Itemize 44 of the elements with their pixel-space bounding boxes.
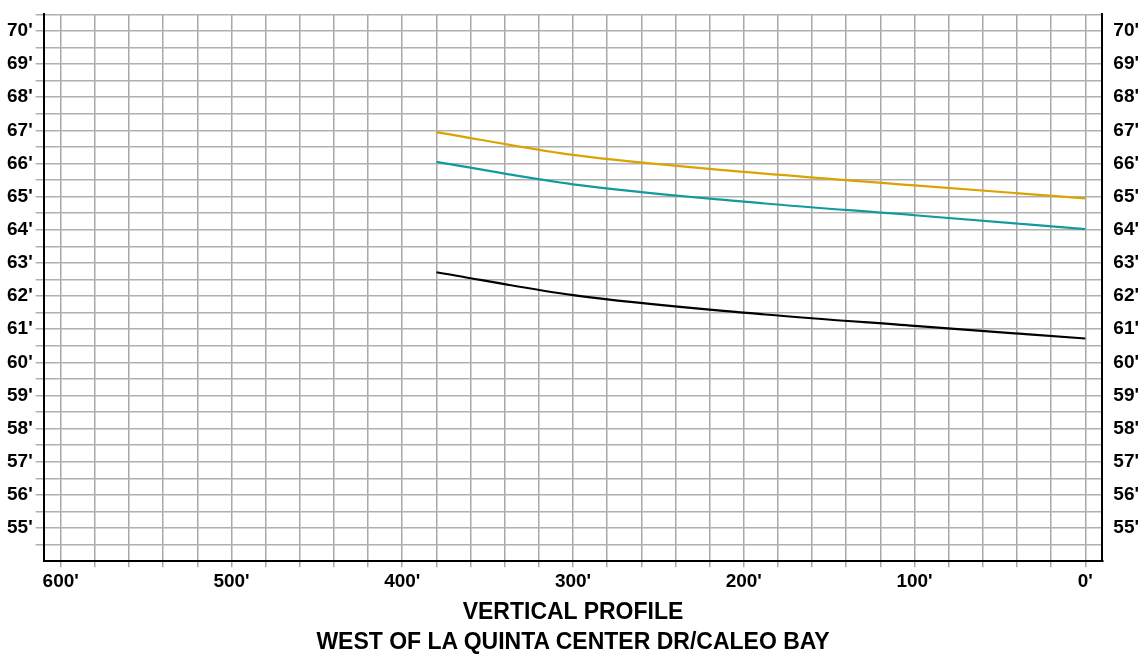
x-tick-label: 300' (554, 569, 592, 591)
y2-tick-label: 56' (1113, 483, 1139, 505)
y2-tick-label: 62' (1113, 284, 1139, 306)
line-series (435, 160, 1087, 231)
y-tick-label: 56' (7, 483, 33, 505)
text: VERTICAL PROFILE (461, 597, 685, 626)
y2-tick-label: 68' (1113, 85, 1139, 107)
y-tick-label: 62' (7, 284, 33, 306)
y2-tick-label: 65' (1113, 184, 1139, 206)
y-tick-label: 57' (7, 450, 33, 472)
y2-tick-label: 70' (1113, 19, 1139, 41)
y-tick-label: 69' (7, 52, 33, 74)
y-tick-label: 68' (7, 85, 33, 107)
y-tick-label: 64' (7, 218, 33, 240)
y2-tick-label: 58' (1113, 416, 1139, 438)
x-tick-label: 0' (1077, 569, 1093, 591)
line-series (435, 271, 1087, 340)
y2-tick-label: 55' (1113, 516, 1139, 538)
x-tick-label: 600' (42, 569, 79, 591)
x-tick-label: 200' (725, 569, 762, 591)
y-tick-label: 67' (7, 118, 33, 140)
x-tick-label: 100' (896, 569, 933, 591)
y-tick-label: 58' (7, 416, 33, 438)
y2-tick-label: 57' (1113, 450, 1139, 472)
x-tick-label: 400' (384, 569, 421, 591)
y-tick-label: 63' (7, 251, 33, 273)
y-tick-label: 70' (7, 19, 33, 41)
y2-tick-label: 59' (1113, 383, 1139, 405)
y-tick-label: 59' (7, 383, 33, 405)
y-tick-label: 65' (7, 184, 33, 206)
y2-tick-label: 64' (1113, 218, 1139, 240)
y2-tick-label: 66' (1113, 151, 1139, 173)
text: WEST OF LA QUINTA CENTER DR/CALEO BAY (315, 627, 831, 654)
y2-tick-label: 67' (1113, 118, 1139, 140)
y2-tick-label: 60' (1113, 350, 1139, 372)
y2-tick-label: 69' (1113, 52, 1139, 74)
y2-tick-label: 61' (1113, 317, 1139, 339)
y2-tick-label: 63' (1113, 251, 1139, 273)
line-series (435, 130, 1087, 200)
x-tick-label: 500' (213, 569, 250, 591)
y-tick-label: 60' (7, 350, 33, 372)
y-tick-label: 61' (7, 317, 33, 339)
y-tick-label: 55' (7, 516, 33, 538)
y-tick-label: 66' (7, 151, 33, 173)
